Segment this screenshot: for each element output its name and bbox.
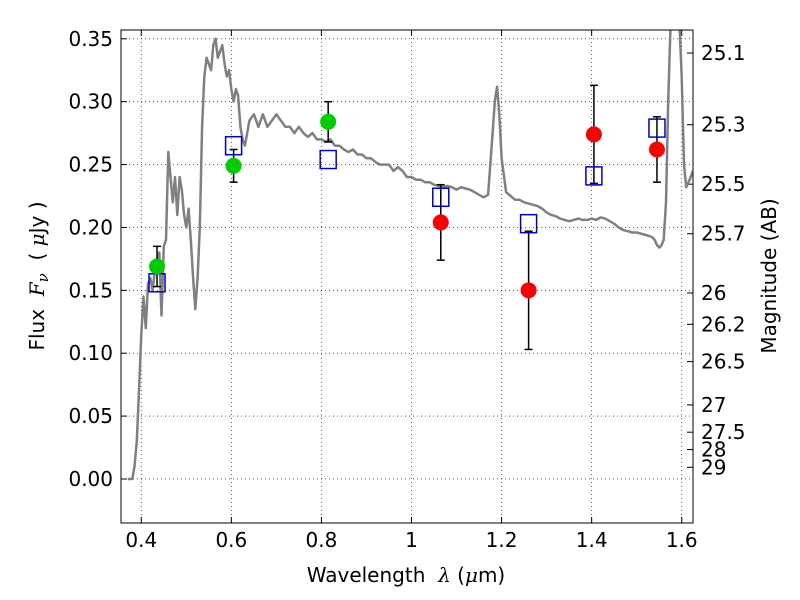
y-axis-label-middle: ( [25,246,49,273]
plot-frame [120,29,694,524]
observed-point [225,157,242,174]
model-spectrum-line [127,30,693,481]
y-tick-label: 0.20 [68,215,113,239]
x-tick-label: 1 [405,528,418,552]
y-axis-label-suffix: Jy ) [25,201,49,235]
y-axis-label-mu: μ [25,233,49,246]
x-tick-label: 0.8 [306,528,338,552]
y2-tick-label: 26.5 [701,350,746,374]
axis-ticks [121,30,693,523]
x-tick-label: 1.6 [666,528,698,552]
model-photometry-square [519,213,538,234]
y-tick-label: 0.05 [68,404,113,428]
y2-tick-label: 25.7 [701,222,746,246]
y-tick-label: 0.15 [68,278,113,302]
y-tick-label: 0.35 [68,27,113,51]
x-tick-label: 1.4 [576,528,608,552]
y2-tick-label: 29 [701,455,726,479]
y2-axis-label: Magnitude (AB) [757,198,781,353]
x-tick-label: 0.4 [125,528,157,552]
model-photometry-square [224,135,243,156]
observed-points-group [149,113,665,299]
x-axis-label-mu: μ [465,563,478,587]
x-axis-label-middle: ( [451,563,465,587]
y2-tick-label: 27 [701,393,726,417]
observed-point [520,282,537,299]
y2-tick-label: 26.2 [701,312,746,336]
y-tick-label: 0.10 [68,341,113,365]
y2-tick-label: 25.1 [701,41,746,65]
model-photometry-square [648,118,666,138]
y2-tick-label: 25.3 [701,113,746,137]
y-axis-label-symbol: F [25,281,49,297]
y-tick-label: 0.25 [68,153,113,177]
y-axis-label: Flux Fν ( μJy ) [25,201,52,350]
x-axis-label-prefix: Wavelength [307,563,438,587]
observed-point [149,258,166,275]
y-axis-label-prefix: Flux [25,296,49,350]
model-photometry-square [319,149,337,170]
y-axis-label-subscript: ν [34,273,52,282]
tick-labels: 0.4 0.6 0.8 1 1.2 1.4 1.6 0.00 0.05 0.10 0.15 0.20 0… [68,27,745,552]
x-tick-label: 1.2 [486,528,518,552]
model-photometry-square [585,166,603,186]
x-axis-label: Wavelength λ (μm) [307,563,506,587]
y2-tick-label: 26 [701,281,726,305]
y-tick-label: 0.00 [68,467,113,491]
y2-tick-label: 25.5 [701,172,746,196]
observed-point [585,126,602,143]
observed-point [320,113,337,130]
x-axis-label-symbol: λ [437,563,451,587]
x-tick-label: 0.6 [215,528,247,552]
model-squares-group [148,118,666,293]
model-photometry-square [432,187,450,208]
x-axis-label-suffix: m) [478,563,505,587]
y2-tick-label: 28 [701,438,726,462]
model-spectrum-group [127,30,693,481]
grid-lines [121,30,693,523]
observed-point [648,141,665,158]
y-tick-label: 0.30 [68,90,113,114]
y2-tick-label: 27.5 [701,420,746,444]
observed-point [432,214,449,231]
